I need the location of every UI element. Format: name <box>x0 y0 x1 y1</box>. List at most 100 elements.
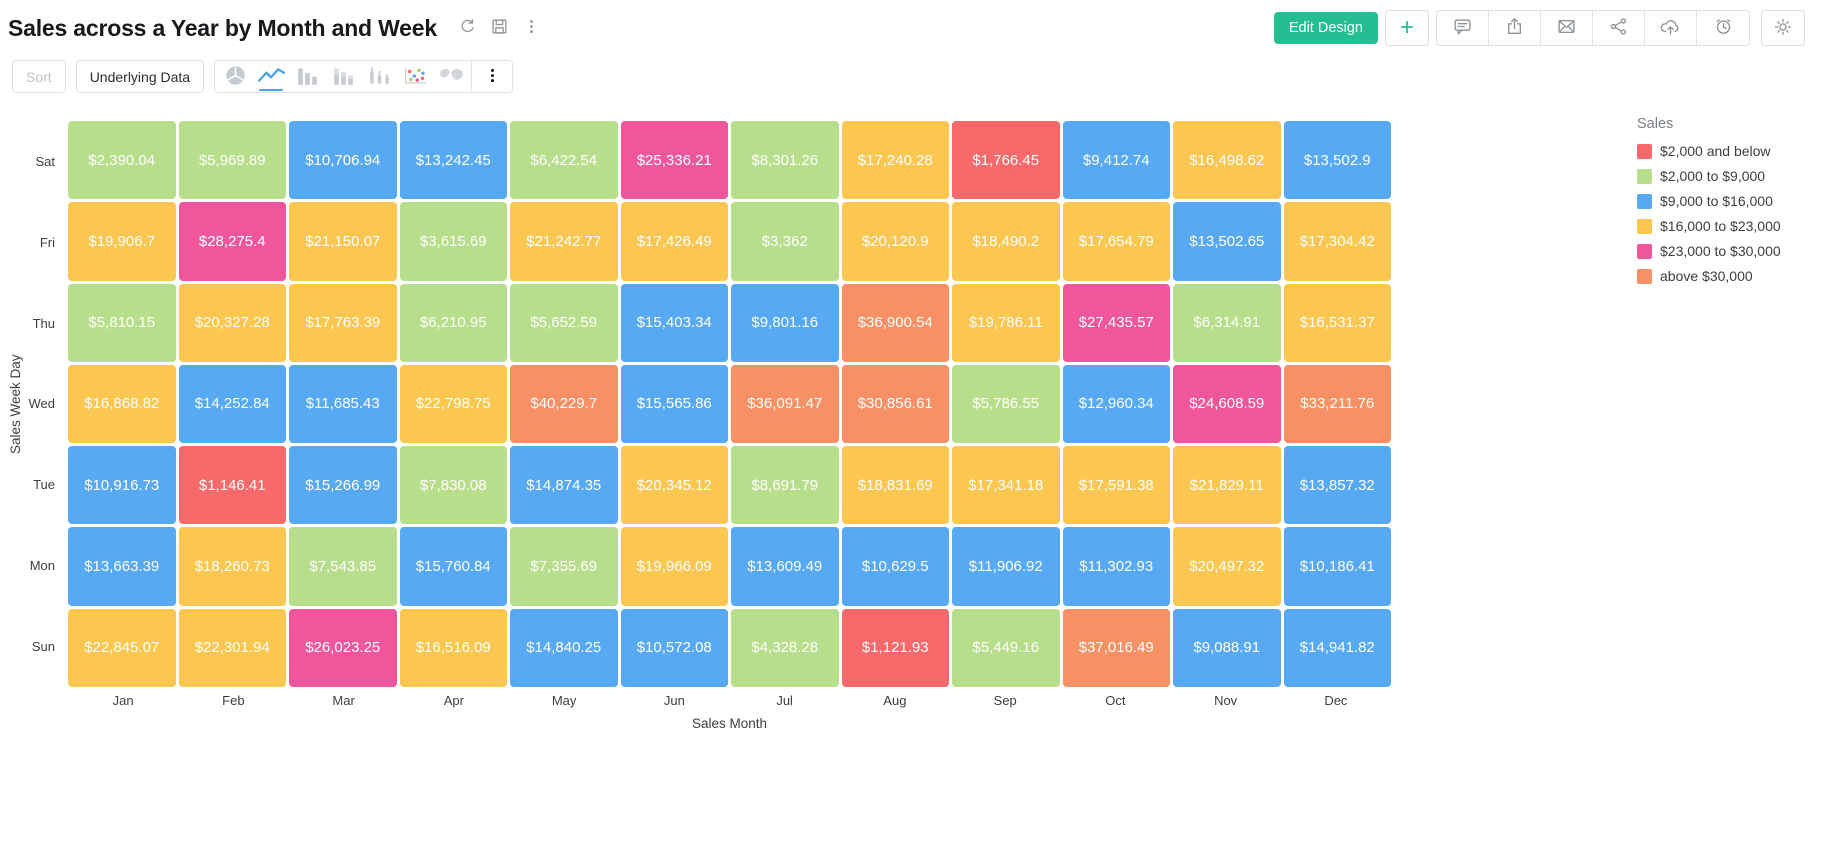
heatmap-cell-Mon-Sep[interactable]: $11,906.92 <box>952 527 1060 606</box>
heatmap-cell-Sat-Jan[interactable]: $2,390.04 <box>68 121 176 200</box>
heatmap-cell-Sun-Jun[interactable]: $10,572.08 <box>620 608 728 687</box>
chart-type-map-chart[interactable] <box>433 61 469 92</box>
heatmap-cell-Fri-Mar[interactable]: $21,150.07 <box>289 202 397 281</box>
heatmap-cell-Fri-Sep[interactable]: $18,490.2 <box>952 202 1060 281</box>
heatmap-cell-Fri-Feb[interactable]: $28,275.4 <box>178 202 286 281</box>
legend-item[interactable]: $9,000 to $16,000 <box>1637 193 1822 209</box>
heatmap-cell-Thu-Nov[interactable]: $6,314.91 <box>1173 283 1281 362</box>
heatmap-cell-Sat-Oct[interactable]: $9,412.74 <box>1062 121 1170 200</box>
heatmap-cell-Fri-Oct[interactable]: $17,654.79 <box>1062 202 1170 281</box>
heatmap-cell-Fri-Nov[interactable]: $13,502.65 <box>1173 202 1281 281</box>
heatmap-cell-Sun-Aug[interactable]: $1,121.93 <box>841 608 949 687</box>
heatmap-cell-Sat-May[interactable]: $6,422.54 <box>510 121 618 200</box>
chart-options-kebab-button[interactable] <box>474 61 510 92</box>
heatmap-cell-Sat-Nov[interactable]: $16,498.62 <box>1173 121 1281 200</box>
heatmap-cell-Tue-Jan[interactable]: $10,916.73 <box>68 446 176 525</box>
heatmap-cell-Mon-Jul[interactable]: $13,609.49 <box>731 527 839 606</box>
email-button[interactable] <box>1541 11 1593 45</box>
heatmap-cell-Mon-Oct[interactable]: $11,302.93 <box>1062 527 1170 606</box>
heatmap-cell-Fri-Dec[interactable]: $17,304.42 <box>1283 202 1391 281</box>
heatmap-cell-Sun-Mar[interactable]: $26,023.25 <box>289 608 397 687</box>
heatmap-cell-Fri-Aug[interactable]: $20,120.9 <box>841 202 949 281</box>
heatmap-cell-Wed-Sep[interactable]: $5,786.55 <box>952 364 1060 444</box>
heatmap-cell-Sun-Oct[interactable]: $37,016.49 <box>1062 608 1170 687</box>
heatmap-cell-Thu-Jun[interactable]: $15,403.34 <box>620 283 728 362</box>
heatmap-cell-Wed-Mar[interactable]: $11,685.43 <box>289 364 397 444</box>
heatmap-cell-Thu-Jan[interactable]: $5,810.15 <box>68 283 176 362</box>
underlying-data-button[interactable]: Underlying Data <box>75 60 205 93</box>
heatmap-cell-Tue-Dec[interactable]: $13,857.32 <box>1283 446 1391 525</box>
heatmap-cell-Thu-Oct[interactable]: $27,435.57 <box>1062 283 1170 362</box>
heatmap-cell-Fri-May[interactable]: $21,242.77 <box>510 202 618 281</box>
heatmap-cell-Mon-May[interactable]: $7,355.69 <box>510 527 618 606</box>
heatmap-cell-Mon-Dec[interactable]: $10,186.41 <box>1283 527 1391 606</box>
heatmap-cell-Wed-Jun[interactable]: $15,565.86 <box>620 364 728 444</box>
heatmap-cell-Sat-Sep[interactable]: $1,766.45 <box>952 121 1060 200</box>
schedule-button[interactable] <box>1697 11 1749 45</box>
heatmap-cell-Sat-Feb[interactable]: $5,969.89 <box>178 121 286 200</box>
heatmap-cell-Thu-Aug[interactable]: $36,900.54 <box>841 283 949 362</box>
heatmap-cell-Fri-Apr[interactable]: $3,615.69 <box>399 202 507 281</box>
heatmap-cell-Mon-Apr[interactable]: $15,760.84 <box>399 527 507 606</box>
heatmap-cell-Sun-Jul[interactable]: $4,328.28 <box>731 608 839 687</box>
heatmap-cell-Tue-Apr[interactable]: $7,830.08 <box>399 446 507 525</box>
add-button[interactable]: + <box>1385 10 1429 46</box>
legend-item[interactable]: $2,000 to $9,000 <box>1637 168 1822 184</box>
heatmap-cell-Wed-Jul[interactable]: $36,091.47 <box>731 364 839 444</box>
heatmap-cell-Tue-Nov[interactable]: $21,829.11 <box>1173 446 1281 525</box>
heatmap-cell-Mon-Nov[interactable]: $20,497.32 <box>1173 527 1281 606</box>
sort-button[interactable]: Sort <box>12 60 66 93</box>
heatmap-cell-Thu-Apr[interactable]: $6,210.95 <box>399 283 507 362</box>
heatmap-cell-Tue-Jun[interactable]: $20,345.12 <box>620 446 728 525</box>
chart-type-line-chart[interactable] <box>253 61 289 92</box>
heatmap-cell-Sun-Feb[interactable]: $22,301.94 <box>178 608 286 687</box>
heatmap-cell-Sat-Apr[interactable]: $13,242.45 <box>399 121 507 200</box>
heatmap-cell-Wed-Jan[interactable]: $16,868.82 <box>68 364 176 444</box>
heatmap-cell-Mon-Jan[interactable]: $13,663.39 <box>68 527 176 606</box>
title-more-options-button[interactable] <box>523 18 540 38</box>
heatmap-cell-Sun-Apr[interactable]: $16,516.09 <box>399 608 507 687</box>
heatmap-cell-Thu-May[interactable]: $5,652.59 <box>510 283 618 362</box>
heatmap-cell-Sat-Dec[interactable]: $13,502.9 <box>1283 121 1391 200</box>
heatmap-cell-Wed-Feb[interactable]: $14,252.84 <box>178 364 286 444</box>
heatmap-cell-Sun-Sep[interactable]: $5,449.16 <box>952 608 1060 687</box>
heatmap-cell-Sun-Nov[interactable]: $9,088.91 <box>1173 608 1281 687</box>
heatmap-cell-Mon-Feb[interactable]: $18,260.73 <box>178 527 286 606</box>
heatmap-cell-Thu-Feb[interactable]: $20,327.28 <box>178 283 286 362</box>
cloud-upload-button[interactable] <box>1645 11 1697 45</box>
heatmap-cell-Tue-Aug[interactable]: $18,831.69 <box>841 446 949 525</box>
share-button[interactable] <box>1593 11 1645 45</box>
save-button[interactable] <box>491 18 508 38</box>
heatmap-cell-Sat-Aug[interactable]: $17,240.28 <box>841 121 949 200</box>
heatmap-cell-Wed-Oct[interactable]: $12,960.34 <box>1062 364 1170 444</box>
heatmap-cell-Thu-Dec[interactable]: $16,531.37 <box>1283 283 1391 362</box>
heatmap-cell-Sun-Dec[interactable]: $14,941.82 <box>1283 608 1391 687</box>
refresh-button[interactable] <box>459 18 476 38</box>
heatmap-cell-Fri-Jan[interactable]: $19,906.7 <box>68 202 176 281</box>
heatmap-cell-Tue-Mar[interactable]: $15,266.99 <box>289 446 397 525</box>
legend-item[interactable]: $23,000 to $30,000 <box>1637 243 1822 259</box>
comment-button[interactable] <box>1437 11 1489 45</box>
heatmap-cell-Thu-Mar[interactable]: $17,763.39 <box>289 283 397 362</box>
legend-item[interactable]: $2,000 and below <box>1637 143 1822 159</box>
legend-item[interactable]: $16,000 to $23,000 <box>1637 218 1822 234</box>
heatmap-cell-Sat-Jun[interactable]: $25,336.21 <box>620 121 728 200</box>
heatmap-cell-Mon-Aug[interactable]: $10,629.5 <box>841 527 949 606</box>
chart-type-column-chart[interactable] <box>289 61 325 92</box>
heatmap-cell-Sat-Jul[interactable]: $8,301.26 <box>731 121 839 200</box>
heatmap-cell-Wed-Aug[interactable]: $30,856.61 <box>841 364 949 444</box>
legend-item[interactable]: above $30,000 <box>1637 268 1822 284</box>
heatmap-cell-Fri-Jul[interactable]: $3,362 <box>731 202 839 281</box>
heatmap-cell-Tue-Oct[interactable]: $17,591.38 <box>1062 446 1170 525</box>
heatmap-cell-Fri-Jun[interactable]: $17,426.49 <box>620 202 728 281</box>
heatmap-cell-Tue-Sep[interactable]: $17,341.18 <box>952 446 1060 525</box>
heatmap-cell-Sat-Mar[interactable]: $10,706.94 <box>289 121 397 200</box>
heatmap-cell-Thu-Sep[interactable]: $19,786.11 <box>952 283 1060 362</box>
heatmap-cell-Mon-Jun[interactable]: $19,966.09 <box>620 527 728 606</box>
heatmap-cell-Wed-Dec[interactable]: $33,211.76 <box>1283 364 1391 444</box>
heatmap-cell-Wed-Nov[interactable]: $24,608.59 <box>1173 364 1281 444</box>
export-button[interactable] <box>1489 11 1541 45</box>
heatmap-cell-Sun-Jan[interactable]: $22,845.07 <box>68 608 176 687</box>
heatmap-cell-Tue-Jul[interactable]: $8,691.79 <box>731 446 839 525</box>
heatmap-cell-Tue-Feb[interactable]: $1,146.41 <box>178 446 286 525</box>
